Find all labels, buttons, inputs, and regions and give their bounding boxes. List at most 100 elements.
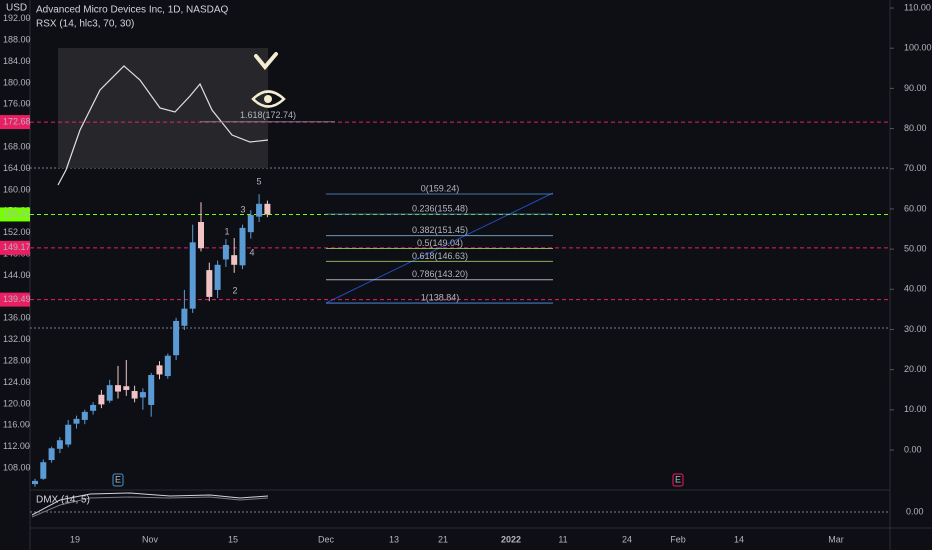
dmx-line-2 <box>31 496 269 518</box>
y-tick-label: 108.00 <box>3 462 31 472</box>
y-tick-label: 124.00 <box>3 377 31 387</box>
y-tick-label: 168.00 <box>3 141 31 151</box>
x-tick-label: 11 <box>558 534 567 544</box>
currency: USD <box>6 3 27 14</box>
candle-body <box>247 215 254 233</box>
x-tick-label: 15 <box>228 534 238 544</box>
y-tick-label: 116.00 <box>3 420 30 430</box>
candle-body <box>164 355 171 377</box>
candle-body <box>40 462 47 479</box>
y-tick-label: 120.00 <box>3 398 31 408</box>
candle-body <box>173 320 180 356</box>
fib-label: 0.618(146.63) <box>412 251 468 261</box>
price-label: 172.68 <box>3 116 31 126</box>
wave-label: 4 <box>249 247 254 257</box>
price-label-box <box>0 115 30 130</box>
fib-label: 0.382(151.45) <box>412 225 468 235</box>
candle-body <box>73 418 80 424</box>
candle-body <box>106 385 113 401</box>
wave-label: 3 <box>240 204 245 214</box>
price-label-box <box>0 240 30 255</box>
x-tick-label: 19 <box>70 534 80 544</box>
y-tick-label: 192.00 <box>3 13 31 23</box>
candle-body <box>90 404 97 411</box>
x-tick-label: 13 <box>389 534 399 544</box>
candle-body <box>115 385 121 392</box>
dmx-label: DMX (14, 5) <box>36 495 90 506</box>
y-tick-label: 152.00 <box>3 227 31 237</box>
y-tick-label: 164.00 <box>3 163 31 173</box>
fib-label: 0(159.24) <box>421 183 460 193</box>
y2-tick-label: 0.00 <box>904 444 922 454</box>
currency-box <box>0 0 28 16</box>
earnings-label: E <box>675 474 681 484</box>
y2-tick-label: 100.00 <box>904 43 932 53</box>
fib-label: 0.786(143.20) <box>412 269 468 279</box>
x-tick-label: 14 <box>734 534 744 544</box>
candle-body <box>56 440 63 449</box>
x-tick-label: Nov <box>142 534 159 544</box>
x-tick-label: 24 <box>622 534 632 544</box>
candle-body <box>198 221 204 249</box>
earnings-label: E <box>115 474 121 484</box>
y-tick-label: 144.00 <box>3 270 31 280</box>
y2-tick-label: 50.00 <box>904 243 927 253</box>
y-tick-label: 184.00 <box>3 56 31 66</box>
rsx-line <box>57 65 269 186</box>
candle-body <box>264 203 271 215</box>
y-tick-label: 160.00 <box>3 184 31 194</box>
indicator-label: RSX (14, hlc3, 70, 30) <box>36 19 134 30</box>
y2-tick-label: 90.00 <box>904 83 927 93</box>
y2-tick-label: 40.00 <box>904 284 927 294</box>
candle-body <box>206 270 213 297</box>
wave-label: 1 <box>224 226 229 236</box>
candle-body <box>214 264 221 290</box>
price-label-box <box>0 207 30 222</box>
x-tick-label: Feb <box>670 534 686 544</box>
y2-tick-label: 20.00 <box>904 364 927 374</box>
candle-body <box>148 374 155 405</box>
candle-body <box>139 392 146 398</box>
fib-label: 0.236(155.48) <box>412 203 468 213</box>
y-tick-label: 128.00 <box>3 355 31 365</box>
price-label: 149.17 <box>3 242 31 252</box>
y2-tick-label: 30.00 <box>904 324 927 334</box>
earnings-marker <box>672 473 684 487</box>
candle-body <box>123 386 130 390</box>
candle-body <box>256 203 263 217</box>
candle-body <box>222 245 229 260</box>
y-tick-label: 188.00 <box>3 34 31 44</box>
dmx-line <box>31 492 269 516</box>
candle-body <box>32 480 38 485</box>
y-tick-label: 112.00 <box>3 441 30 451</box>
candle-body <box>131 391 138 399</box>
candle-body <box>98 394 105 405</box>
fib-label: 0.5(149.04) <box>417 238 463 248</box>
fib-extension-label: 1.618(172.74) <box>240 110 296 120</box>
candle-body <box>181 308 188 326</box>
eye-icon <box>251 90 286 108</box>
candle-body <box>189 242 196 309</box>
y-tick-label: 132.00 <box>3 334 31 344</box>
symbol-title: Advanced Micro Devices Inc, 1D, NASDAQ <box>36 5 229 16</box>
candle-body <box>65 424 72 445</box>
x-tick-label: 2022 <box>501 534 521 544</box>
y-tick-label: 180.00 <box>3 77 31 87</box>
y2-tick-label: 110.00 <box>904 2 931 12</box>
x-tick-label: Dec <box>318 534 335 544</box>
candle-body <box>156 365 163 375</box>
y2-tick-label: 10.00 <box>904 404 927 414</box>
candle-body <box>231 255 238 265</box>
wave-label: 2 <box>232 285 237 295</box>
y-tick-label: 176.00 <box>3 99 31 109</box>
price-label-box <box>0 292 30 307</box>
price-label: 139.49 <box>3 294 31 304</box>
fib-label: 1(138.84) <box>421 292 460 302</box>
x-tick-label: Mar <box>828 534 844 544</box>
y2-tick-label: 80.00 <box>904 123 927 133</box>
y2-tick-label: 70.00 <box>904 163 927 173</box>
y-tick-label: 136.00 <box>3 313 31 323</box>
candle-body <box>81 411 88 420</box>
earnings-marker <box>112 473 124 487</box>
